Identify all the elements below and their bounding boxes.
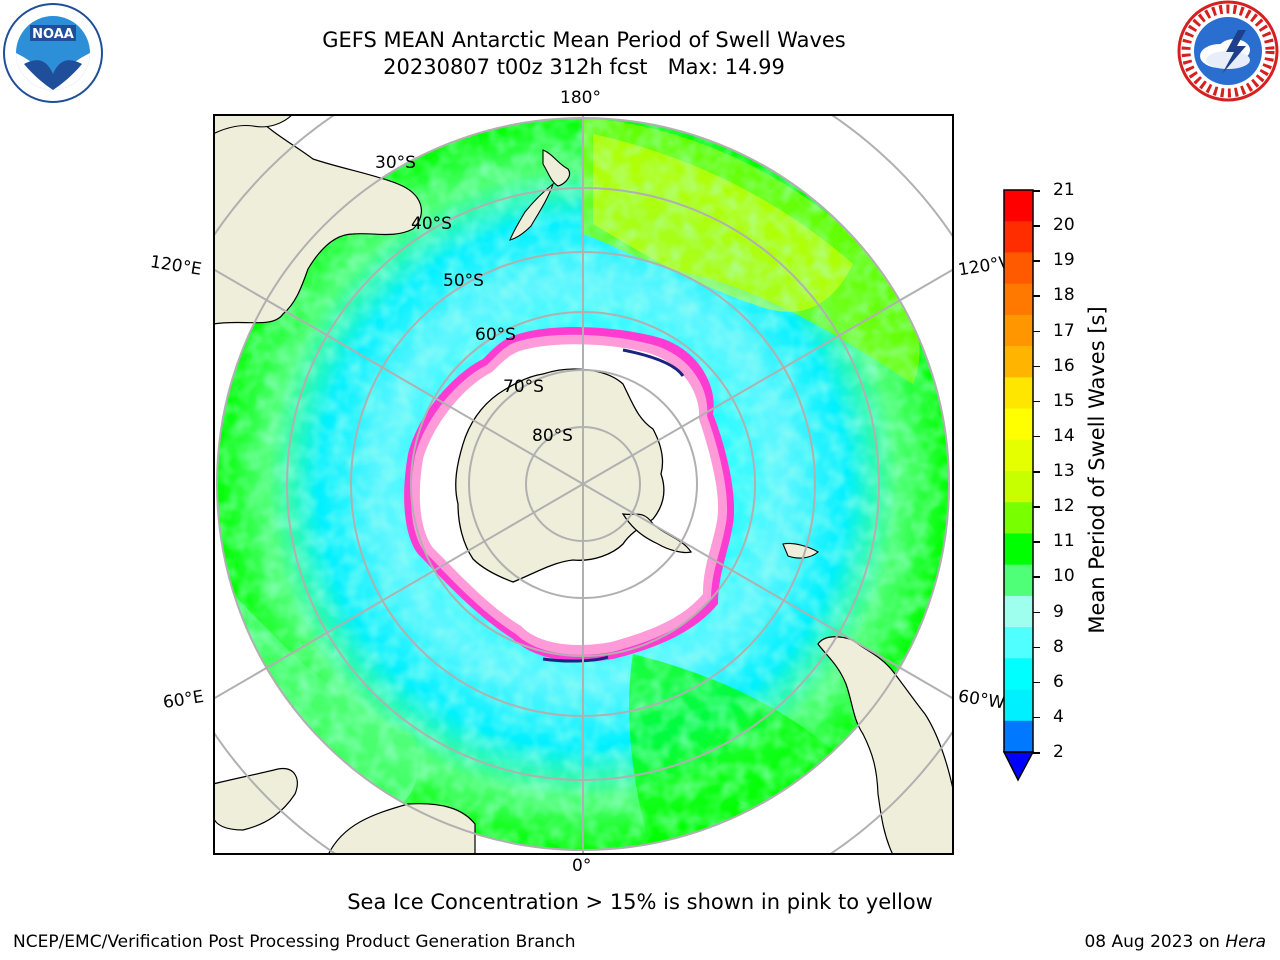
colorbar-swatch — [1004, 221, 1033, 254]
colorbar-swatch — [1004, 439, 1033, 472]
colorbar-swatch — [1004, 377, 1033, 410]
colorbar-tick-label: 13 — [1053, 461, 1075, 481]
colorbar-tick-label: 6 — [1053, 671, 1064, 692]
longitude-label-120e: 120°E — [148, 252, 203, 280]
latitude-label-30s: 30°S — [375, 153, 416, 173]
colorbar-swatch — [1004, 564, 1033, 597]
colorbar-tick-label: 8 — [1053, 636, 1064, 657]
footer-credit: NCEP/EMC/Verification Post Processing Pr… — [13, 932, 576, 952]
latitude-label-40s: 40°S — [411, 214, 452, 234]
colorbar-tick-mark — [1033, 190, 1040, 192]
colorbar-tick-mark — [1033, 225, 1040, 227]
latitude-label-group: 30°S 40°S 50°S 60°S 70°S 80°S — [375, 153, 573, 446]
latitude-label-70s: 70°S — [503, 377, 544, 397]
colorbar-tick-mark — [1033, 752, 1040, 754]
colorbar-swatch — [1004, 658, 1033, 691]
antarctic-peninsula — [621, 513, 692, 554]
colorbar-tick-mark — [1033, 295, 1040, 297]
sea-ice-footnote: Sea Ice Concentration > 15% is shown in … — [347, 890, 933, 914]
colorbar-swatch — [1004, 720, 1033, 753]
colorbar-swatches — [1004, 190, 1033, 753]
colorbar-label: Mean Period of Swell Waves [s] — [1085, 306, 1109, 634]
colorbar-tick-label: 17 — [1053, 320, 1075, 341]
colorbar-tick-mark — [1033, 506, 1040, 508]
polar-map: 30°S 40°S 50°S 60°S 70°S 80°S — [213, 114, 954, 855]
colorbar-tick-label: 18 — [1053, 285, 1075, 306]
colorbar-tick-label: 10 — [1053, 566, 1075, 587]
colorbar-tick-label: 19 — [1053, 250, 1075, 271]
map-title-line-1: GEFS MEAN Antarctic Mean Period of Swell… — [322, 28, 846, 52]
colorbar-tick-label: 21 — [1053, 180, 1075, 200]
tierra-del-fuego — [782, 542, 819, 559]
longitude-label-60w: 60°W — [956, 686, 1007, 714]
sea-ice-dark-band-south — [542, 655, 609, 663]
map-border — [213, 114, 954, 855]
map-title-line-2: 20230807 t00z 312h fcst Max: 14.99 — [383, 55, 785, 79]
colorbar-swatch — [1004, 689, 1033, 722]
colorbar-tick-mark — [1033, 435, 1040, 438]
colorbar-tick-mark — [1033, 576, 1040, 578]
colorbar-tick-label: 20 — [1053, 215, 1075, 236]
colorbar-swatch — [1004, 533, 1033, 566]
australia-landmass — [213, 114, 422, 325]
footer-date: 08 Aug 2023 on Hera — [1084, 932, 1266, 952]
colorbar-swatch — [1004, 627, 1033, 659]
colorbar-tick-mark — [1033, 260, 1040, 262]
colorbar-swatch — [1004, 314, 1033, 347]
longitude-label-180: 180° — [560, 88, 601, 108]
longitude-label-60e: 60°E — [161, 686, 206, 714]
colorbar-tick-mark — [1033, 471, 1040, 473]
colorbar-tick-mark — [1033, 400, 1040, 403]
colorbar-tick-label: 15 — [1053, 390, 1075, 411]
colorbar-swatch — [1004, 346, 1033, 378]
colorbar-swatch — [1004, 408, 1033, 441]
madagascar-landmass — [213, 767, 298, 831]
colorbar-swatch — [1004, 283, 1033, 316]
latitude-label-80s: 80°S — [532, 426, 573, 446]
footer-host: Hera — [1225, 932, 1266, 952]
latitude-label-50s: 50°S — [443, 271, 484, 291]
tasmania-landmass — [213, 114, 294, 135]
longitude-label-0: 0° — [572, 856, 592, 876]
new-zealand-north-island — [542, 149, 571, 187]
colorbar-tick-mark — [1033, 716, 1040, 719]
colorbar-swatch — [1004, 502, 1033, 535]
new-zealand-south-island — [509, 182, 555, 241]
svg-text:NOAA: NOAA — [32, 27, 74, 42]
colorbar-tick-label: 12 — [1053, 496, 1075, 517]
africa-landmass — [327, 803, 476, 855]
nws-logo — [1177, 0, 1279, 102]
colorbar-tick-label: 2 — [1053, 742, 1064, 762]
south-america-landmass — [817, 609, 954, 855]
latitude-label-60s: 60°S — [475, 325, 516, 345]
footer-date-text: 08 Aug 2023 on — [1084, 932, 1226, 952]
colorbar-tick-label: 9 — [1053, 601, 1064, 622]
colorbar-tick-label: 14 — [1053, 425, 1075, 446]
colorbar-tick-mark — [1033, 330, 1040, 332]
colorbar-tick-mark — [1033, 541, 1040, 543]
colorbar-tick-mark — [1033, 681, 1040, 684]
colorbar-extend-triangle — [1002, 751, 1035, 782]
sea-ice-dark-band — [622, 348, 685, 377]
colorbar-swatch — [1004, 252, 1033, 285]
colorbar-tick-label: 16 — [1053, 355, 1075, 376]
colorbar-tick-mark — [1033, 365, 1040, 368]
colorbar-tick-label: 4 — [1053, 706, 1064, 727]
colorbar-swatch — [1004, 190, 1033, 222]
colorbar-swatch — [1004, 595, 1033, 628]
colorbar-swatch — [1004, 471, 1033, 503]
colorbar-tick-label: 11 — [1053, 531, 1075, 552]
longitude-lines — [213, 114, 954, 855]
colorbar-tick-mark — [1033, 646, 1040, 649]
noaa-logo: NOAA — [3, 3, 103, 103]
colorbar-tick-mark — [1033, 611, 1040, 613]
